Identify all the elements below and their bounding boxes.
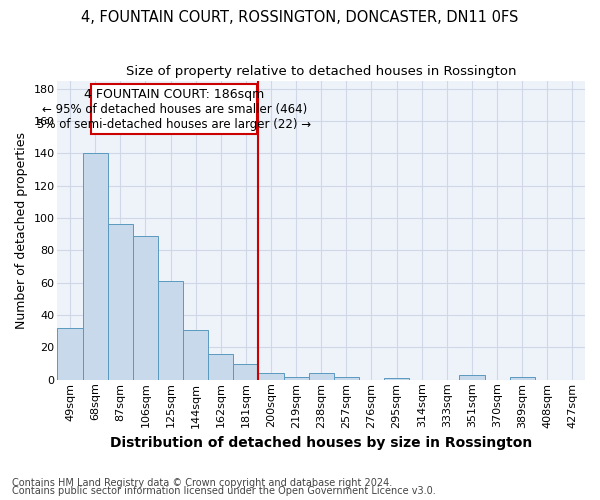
Bar bbox=[183, 330, 208, 380]
Title: Size of property relative to detached houses in Rossington: Size of property relative to detached ho… bbox=[126, 65, 517, 78]
Bar bbox=[58, 328, 83, 380]
FancyBboxPatch shape bbox=[91, 84, 257, 134]
Bar bbox=[259, 374, 284, 380]
Bar bbox=[460, 375, 485, 380]
Bar bbox=[308, 374, 334, 380]
Bar bbox=[208, 354, 233, 380]
Text: 4, FOUNTAIN COURT, ROSSINGTON, DONCASTER, DN11 0FS: 4, FOUNTAIN COURT, ROSSINGTON, DONCASTER… bbox=[82, 10, 518, 25]
Text: ← 95% of detached houses are smaller (464): ← 95% of detached houses are smaller (46… bbox=[41, 104, 307, 117]
Bar bbox=[384, 378, 409, 380]
Bar bbox=[509, 376, 535, 380]
Bar bbox=[133, 236, 158, 380]
Y-axis label: Number of detached properties: Number of detached properties bbox=[15, 132, 28, 328]
Bar bbox=[158, 281, 183, 380]
Bar bbox=[334, 376, 359, 380]
Bar bbox=[83, 154, 108, 380]
Bar bbox=[108, 224, 133, 380]
Text: Contains public sector information licensed under the Open Government Licence v3: Contains public sector information licen… bbox=[12, 486, 436, 496]
Text: Contains HM Land Registry data © Crown copyright and database right 2024.: Contains HM Land Registry data © Crown c… bbox=[12, 478, 392, 488]
Bar bbox=[284, 376, 308, 380]
Bar bbox=[233, 364, 259, 380]
Text: 5% of semi-detached houses are larger (22) →: 5% of semi-detached houses are larger (2… bbox=[37, 118, 311, 132]
Text: 4 FOUNTAIN COURT: 186sqm: 4 FOUNTAIN COURT: 186sqm bbox=[84, 88, 265, 102]
X-axis label: Distribution of detached houses by size in Rossington: Distribution of detached houses by size … bbox=[110, 436, 532, 450]
